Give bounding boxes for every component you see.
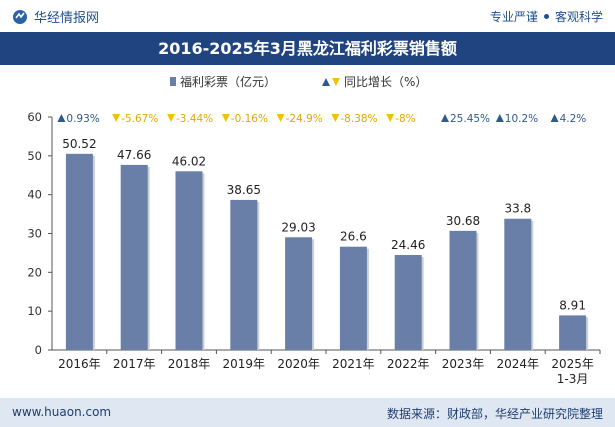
bars: 50.52 47.66 46.02 38.65 29.03 26.6 24.46 30.68 3… — [62, 137, 589, 350]
brand-logo-icon — [13, 9, 27, 24]
bar-value-label: 24.46 — [391, 238, 425, 252]
growth-down-icon — [331, 114, 340, 122]
x-tick-label-line: 2020年 — [277, 357, 320, 371]
x-tick-label: 2021年 — [332, 357, 375, 371]
legend-up-triangle-icon — [322, 78, 330, 86]
brand[interactable]: 华经情报网 — [12, 7, 99, 26]
y-tick-label: 40 — [27, 188, 42, 202]
bar-value-label: 38.65 — [227, 183, 261, 197]
bar — [120, 164, 148, 350]
brand-name: 华经情报网 — [34, 11, 100, 26]
x-tick-label: 2019年 — [223, 357, 266, 371]
y-tick-label: 30 — [27, 227, 42, 241]
x-tick-label: 2023年 — [442, 357, 485, 371]
growth-up-icon — [550, 114, 559, 122]
x-tick-label: 2022年 — [387, 357, 430, 371]
bar — [394, 255, 422, 350]
growth-down-icon — [221, 114, 230, 122]
x-tick-label: 2017年 — [113, 357, 156, 371]
bar — [504, 218, 532, 350]
growth-label: -8.38% — [340, 113, 377, 125]
bar — [449, 230, 477, 350]
y-tick-label: 20 — [27, 265, 42, 279]
chart: 福利彩票（亿元） 同比增长（%） 0.93% -5.67% -3.44% -0.16% -… — [27, 74, 601, 386]
bar — [285, 237, 313, 350]
growth-label: 10.2% — [505, 113, 538, 125]
bar-value-label: 30.68 — [446, 214, 480, 228]
growth-down-icon — [276, 114, 285, 122]
x-tick-label-line: 2021年 — [332, 357, 375, 371]
x-tick-label: 2016年 — [58, 357, 101, 371]
growth-row: 0.93% -5.67% -3.44% -0.16% -24.9% -8.38% -8% 25… — [57, 113, 586, 125]
growth-label: -3.44% — [176, 113, 213, 125]
legend-down-triangle-icon — [332, 78, 340, 86]
bar — [339, 246, 367, 350]
x-tick-label: 2025年 1-3月 — [551, 357, 594, 386]
x-tick-label-line: 2023年 — [442, 357, 485, 371]
growth-down-icon — [112, 114, 121, 122]
growth-label: 4.2% — [560, 113, 587, 125]
bar — [175, 171, 203, 350]
growth-down-icon — [386, 114, 395, 122]
y-tick-label: 50 — [27, 149, 42, 163]
tagline-left: 专业严谨 — [489, 10, 538, 24]
bar — [230, 199, 258, 350]
x-tick-label-line: 2025年 — [551, 357, 594, 371]
tagline-dot-icon — [543, 14, 549, 19]
x-tick-label-line: 2024年 — [497, 357, 540, 371]
growth-down-icon — [167, 114, 175, 122]
growth-up-icon — [495, 114, 504, 122]
x-tick-label-line: 2016年 — [58, 357, 101, 371]
legend-bar-swatch — [170, 77, 176, 86]
axes: 0 10 20 30 40 50 60 2016年 2017年 2018年 2019年 2020年 20… — [27, 110, 601, 386]
x-tick-label: 2024年 — [497, 357, 540, 371]
growth-label: 0.93% — [66, 113, 99, 125]
bar-value-label: 8.91 — [559, 298, 586, 312]
x-tick-label-line: 2022年 — [387, 357, 430, 371]
x-tick-label: 2018年 — [168, 357, 211, 371]
x-tick-label-line: 1-3月 — [557, 372, 589, 386]
bar-value-label: 29.03 — [281, 220, 315, 234]
growth-label: -5.67% — [121, 113, 158, 125]
y-tick-label: 0 — [35, 343, 42, 357]
bar — [65, 153, 93, 350]
bar-value-label: 47.66 — [117, 148, 151, 162]
growth-up-icon — [57, 114, 66, 122]
y-tick-label: 60 — [27, 110, 42, 124]
bar-value-label: 26.6 — [340, 230, 367, 244]
x-tick-label: 2020年 — [277, 357, 320, 371]
x-tick-label-line: 2018年 — [168, 357, 211, 371]
x-tick-label-line: 2019年 — [223, 357, 266, 371]
growth-label: -24.9% — [286, 113, 323, 125]
legend-label-growth: 同比增长（%） — [344, 75, 427, 89]
bar-value-label: 46.02 — [172, 154, 206, 168]
footer-website[interactable]: www.huaon.com — [12, 405, 112, 419]
top-bar: 华经情报网 专业严谨 客观科学 — [0, 0, 615, 32]
x-tick-label-line: 2017年 — [113, 357, 156, 371]
bar-value-label: 50.52 — [62, 137, 96, 151]
legend-label-sales: 福利彩票（亿元） — [180, 74, 276, 89]
growth-label: -8% — [395, 113, 415, 125]
growth-up-icon — [441, 114, 449, 122]
bar — [559, 315, 587, 350]
tagline-right: 客观科学 — [554, 10, 603, 24]
footer: www.huaon.com 数据来源：财政部，华经产业研究院整理 — [0, 398, 615, 427]
y-tick-label: 10 — [27, 304, 42, 318]
footer-source: 数据来源：财政部，华经产业研究院整理 — [386, 407, 603, 421]
growth-label: -0.16% — [231, 113, 268, 125]
bar-value-label: 33.8 — [504, 202, 531, 216]
chart-title: 2016-2025年3月黑龙江福利彩票销售额 — [0, 32, 615, 65]
growth-label: 25.45% — [450, 113, 490, 125]
tagline: 专业严谨 客观科学 — [490, 8, 603, 25]
legend: 福利彩票（亿元） 同比增长（%） — [170, 74, 427, 89]
